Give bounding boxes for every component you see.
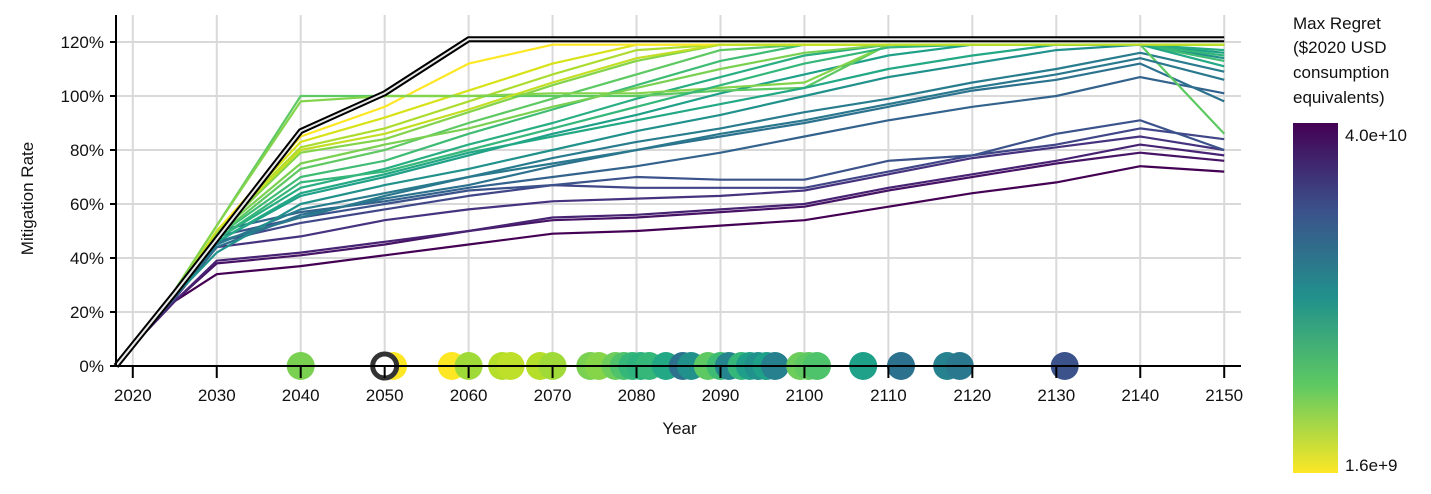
x-tick-label: 2040 [282, 386, 320, 405]
y-tick-label: 100% [61, 87, 104, 106]
x-tick-label: 2150 [1205, 386, 1243, 405]
x-tick-label: 2060 [450, 386, 488, 405]
x-tick-label: 2110 [870, 386, 907, 405]
legend-min-label: 1.6e+9 [1345, 456, 1397, 475]
legend-colorbar [1293, 123, 1338, 473]
series-line-1 [115, 165, 1225, 365]
x-tick-label: 2020 [114, 386, 152, 405]
series-line-10 [115, 43, 1225, 365]
axes [115, 15, 1241, 367]
series-line-7 [115, 75, 1225, 365]
x-tick-label: 2050 [366, 386, 404, 405]
x-ticks: 2020 2030 2040 2050 2060 2070 2080 2090 2100 2110… [114, 366, 1243, 405]
x-tick-label: 2100 [786, 386, 824, 405]
y-tick-label: 0% [79, 357, 104, 376]
legend-title-line-4: equivalents) [1293, 88, 1385, 107]
series-line-3 [115, 143, 1225, 365]
y-tick-label: 60% [70, 195, 104, 214]
x-tick-label: 2090 [702, 386, 740, 405]
series-line-4 [115, 135, 1225, 365]
y-tick-label: 80% [70, 141, 104, 160]
y-tick-label: 20% [70, 303, 104, 322]
y-tick-label: 120% [61, 33, 104, 52]
legend-title-line-2: ($2020 USD [1293, 38, 1387, 57]
legend-title-line-3: consumption [1293, 63, 1389, 82]
series-line-6 [115, 119, 1225, 365]
series-lines [115, 43, 1226, 365]
x-axis-title: Year [662, 419, 697, 438]
series-line-22 [115, 57, 1225, 365]
x-tick-label: 2140 [1121, 386, 1159, 405]
y-axis-title: Mitigation Rate [18, 142, 37, 255]
x-tick-label: 2030 [198, 386, 236, 405]
x-tick-label: 2130 [1037, 386, 1075, 405]
x-tick-label: 2080 [618, 386, 656, 405]
color-legend: Max Regret ($2020 USD consumption equiva… [1293, 14, 1407, 475]
x-tick-label: 2120 [953, 386, 991, 405]
legend-max-label: 4.0e+10 [1345, 126, 1407, 145]
y-tick-label: 40% [70, 249, 104, 268]
grid-lines [116, 15, 1241, 367]
legend-title-line-1: Max Regret [1293, 14, 1381, 33]
y-ticks: 0% 20% 40% 60% 80% 100% 120% [61, 33, 116, 376]
series-line-9 [115, 51, 1225, 365]
series-line-2 [115, 151, 1225, 365]
highlight-line-core [115, 38, 1225, 367]
x-tick-label: 2070 [534, 386, 572, 405]
series-line-24 [115, 43, 1225, 365]
highlight-series [113, 36, 1225, 368]
